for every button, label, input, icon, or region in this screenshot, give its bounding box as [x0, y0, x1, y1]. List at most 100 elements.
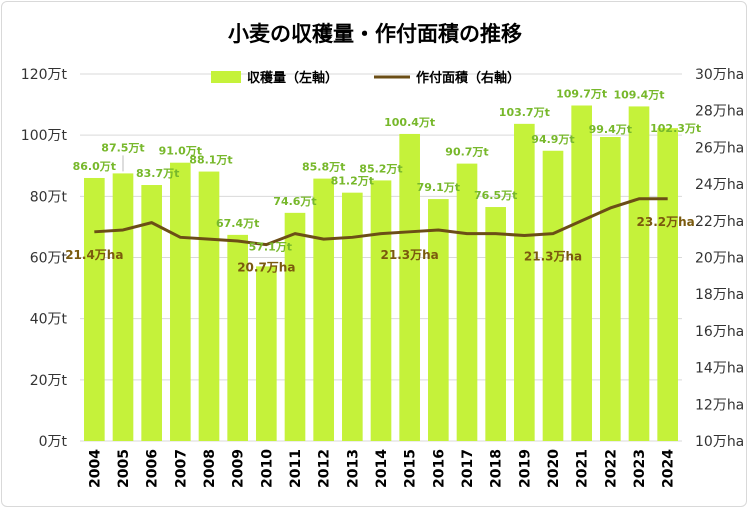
line-label-2004: 21.4万ha	[65, 248, 123, 262]
x-tick-2023: 2023	[632, 449, 648, 488]
left-tick-label: 40万t	[30, 312, 68, 328]
line-label-2020: 21.3万ha	[524, 250, 582, 264]
bar-label-2013: 81.2万t	[331, 175, 374, 188]
legend-label-bars: 収穫量（左軸）	[247, 70, 338, 86]
bar-label-2015: 100.4万t	[384, 116, 435, 129]
bar-label-2005: 87.5万t	[101, 141, 144, 154]
right-tick-label: 10万ha	[695, 434, 744, 450]
right-tick-label: 28万ha	[695, 104, 744, 120]
left-tick-label: 120万t	[21, 67, 68, 83]
x-tick-2004: 2004	[87, 449, 103, 488]
bar-2016	[428, 199, 449, 441]
bar-2004	[84, 177, 105, 441]
right-tick-label: 22万ha	[695, 214, 744, 230]
bar-2013	[342, 192, 363, 441]
bar-2024	[657, 128, 678, 441]
x-axis-ticks: 2004 2005 2006 2007 2008 2009 2010 2011 2012 2013…	[87, 449, 676, 488]
left-tick-label: 100万t	[21, 128, 68, 144]
bar-2009	[227, 234, 248, 441]
bar-2022	[600, 137, 621, 442]
legend-label-line: 作付面積（右軸）	[416, 70, 520, 86]
bar-2018	[485, 207, 506, 441]
bar-label-2021: 109.7万t	[556, 88, 607, 101]
bar-2014	[370, 180, 392, 441]
x-tick-2020: 2020	[546, 449, 562, 488]
right-tick-label: 14万ha	[695, 361, 744, 377]
line-label-2024: 23.2万ha	[637, 215, 695, 229]
bar-label-2023: 109.4万t	[613, 88, 664, 101]
x-tick-2010: 2010	[259, 449, 275, 488]
bar-label-2006: 83.7万t	[136, 167, 179, 180]
x-tick-2015: 2015	[403, 449, 419, 488]
bar-label-2014: 85.2万t	[359, 162, 402, 175]
bar-label-2004: 86.0万t	[73, 160, 116, 173]
bar-label-2009: 67.4万t	[216, 217, 259, 230]
x-tick-2009: 2009	[231, 449, 247, 488]
bar-2019	[514, 123, 535, 441]
x-tick-2011: 2011	[288, 449, 304, 488]
bar-2010	[256, 266, 277, 441]
bar-2012	[313, 178, 334, 441]
bar-label-2020: 94.9万t	[531, 133, 574, 146]
x-tick-2017: 2017	[460, 449, 476, 488]
area-line	[94, 197, 668, 247]
right-axis-ticks: 10万ha 12万ha 14万ha 16万ha 18万ha 20万ha 22万ha 24万ha…	[695, 67, 744, 450]
x-tick-2018: 2018	[489, 449, 505, 488]
bar-label-2017: 90.7万t	[445, 146, 488, 159]
right-tick-label: 24万ha	[695, 177, 744, 193]
bar-label-2007: 91.0万t	[159, 145, 202, 158]
bar-label-2022: 99.4万t	[589, 123, 632, 136]
left-tick-label: 60万t	[30, 251, 68, 267]
left-axis-ticks: 0万t 20万t 40万t 60万t 80万t 100万t 120万t	[21, 67, 68, 450]
x-tick-2006: 2006	[145, 449, 161, 488]
bar-2011	[284, 212, 306, 441]
right-tick-label: 20万ha	[695, 251, 744, 267]
legend-swatch-bars	[211, 71, 241, 83]
x-tick-2021: 2021	[575, 449, 591, 488]
x-tick-2012: 2012	[317, 449, 333, 488]
bar-label-2024: 102.3万t	[650, 122, 701, 135]
x-tick-2016: 2016	[431, 449, 447, 488]
left-tick-label: 0万t	[39, 434, 68, 450]
x-tick-2008: 2008	[202, 449, 218, 488]
bar-2021	[571, 105, 592, 442]
bar-label-2008: 88.1万t	[189, 154, 232, 167]
bars	[84, 105, 678, 442]
bar-2023	[628, 106, 650, 441]
bar-2007	[170, 162, 191, 442]
left-tick-label: 80万t	[30, 189, 68, 205]
right-tick-label: 30万ha	[695, 67, 744, 83]
bar-2020	[542, 150, 564, 441]
x-tick-2007: 2007	[173, 449, 189, 488]
bar-label-2016: 79.1万t	[417, 181, 460, 194]
line-label-2015: 21.3万ha	[381, 248, 439, 262]
x-tick-2005: 2005	[116, 449, 132, 488]
legend: 収穫量（左軸） 作付面積（右軸）	[211, 70, 520, 86]
right-tick-label: 18万ha	[695, 287, 744, 303]
x-tick-2014: 2014	[374, 449, 390, 488]
x-tick-2013: 2013	[345, 449, 361, 488]
right-tick-label: 26万ha	[695, 140, 744, 156]
bar-label-2010: 57.1万t	[249, 240, 292, 253]
x-tick-2024: 2024	[661, 449, 677, 488]
bar-label-2018: 76.5万t	[474, 189, 517, 202]
bar-2017	[456, 163, 478, 441]
bar-2006	[141, 185, 162, 441]
bar-label-2012: 85.8万t	[302, 161, 345, 174]
line-label-2010: 20.7万ha	[237, 261, 295, 275]
x-tick-2022: 2022	[603, 449, 619, 488]
right-tick-label: 12万ha	[695, 397, 744, 413]
bar-label-2019: 103.7万t	[499, 106, 550, 119]
left-tick-label: 20万t	[30, 373, 68, 389]
line-labels: 21.4万ha 20.7万ha 21.3万ha 21.3万ha 23.2万ha	[65, 215, 695, 275]
right-tick-label: 16万ha	[695, 324, 744, 340]
bar-2015	[399, 133, 420, 441]
x-tick-2019: 2019	[517, 449, 533, 488]
bar-2005	[112, 173, 134, 442]
bar-2008	[198, 171, 220, 441]
bar-label-2011: 74.6万t	[273, 195, 316, 208]
chart-title: 小麦の収穫量・作付面積の推移	[228, 22, 522, 46]
